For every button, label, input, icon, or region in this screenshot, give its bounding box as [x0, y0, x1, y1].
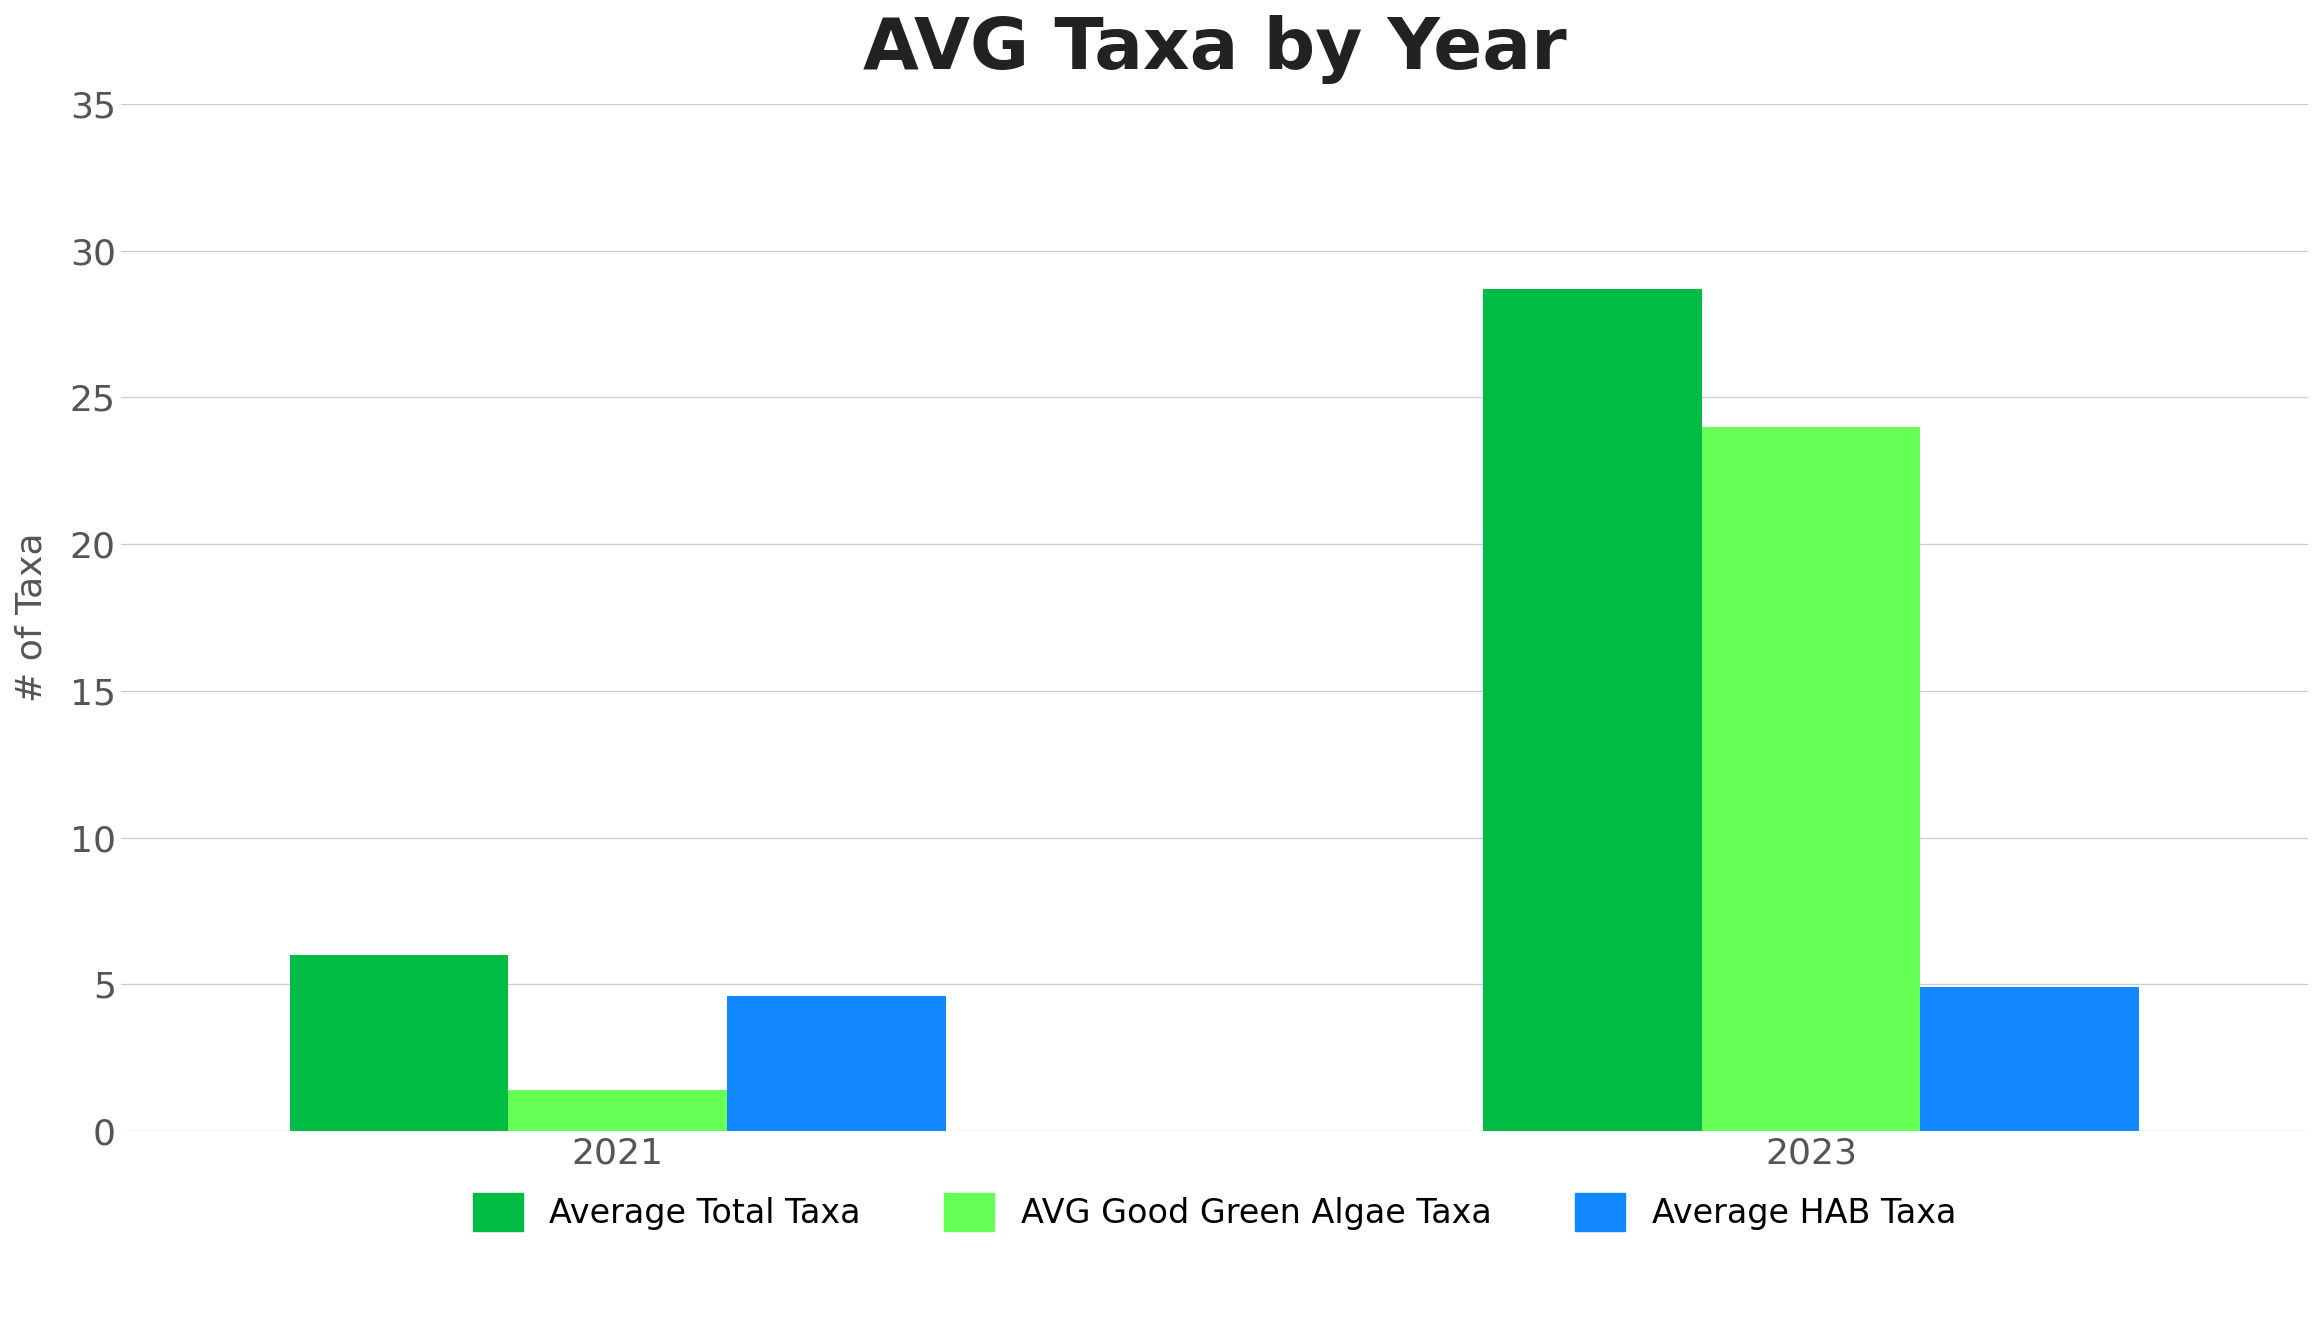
Bar	[509, 1090, 727, 1131]
Y-axis label: # of Taxa: # of Taxa	[14, 533, 49, 702]
Bar	[727, 997, 945, 1131]
Title: AVG Taxa by Year: AVG Taxa by Year	[862, 15, 1566, 84]
Legend: Average Total Taxa, AVG Good Green Algae Taxa, Average HAB Taxa: Average Total Taxa, AVG Good Green Algae…	[455, 1176, 1972, 1248]
Bar	[1482, 288, 1700, 1131]
Bar	[1921, 987, 2139, 1131]
Bar	[1700, 427, 1921, 1131]
Bar	[290, 956, 509, 1131]
